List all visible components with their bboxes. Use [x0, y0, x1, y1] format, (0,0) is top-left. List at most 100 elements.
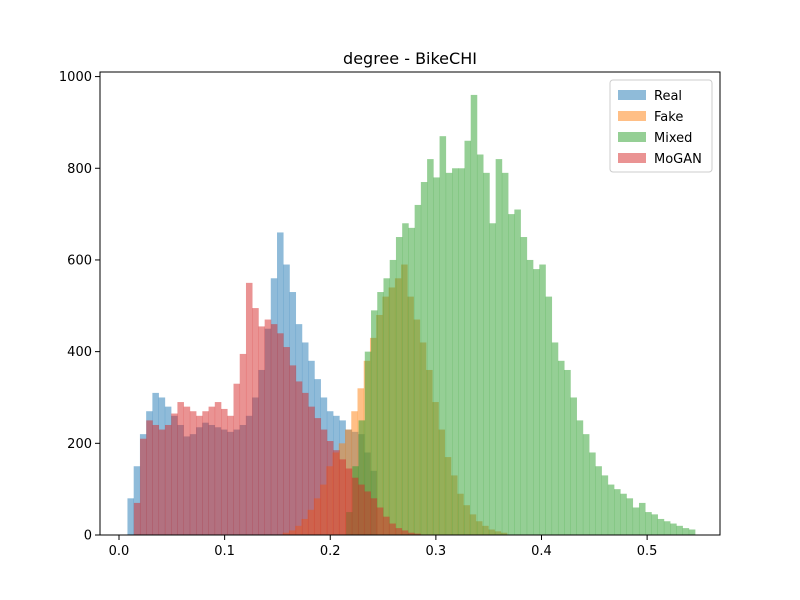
bar-mixed [439, 136, 447, 535]
bar-mogan [277, 333, 284, 535]
bar-mogan [389, 523, 396, 535]
bar-mogan [227, 415, 234, 535]
bar-mixed [427, 159, 434, 535]
bar-mogan [376, 507, 384, 535]
bar-mogan [239, 353, 247, 535]
bar-mixed [445, 172, 453, 535]
legend-box [609, 79, 713, 173]
bar-mogan [295, 381, 303, 535]
bar-mogan [320, 429, 328, 535]
bar-mixed [688, 529, 696, 535]
bar-mogan [339, 459, 346, 535]
bar-mixed [663, 521, 671, 535]
bar-mixed [458, 168, 465, 535]
legend-swatch [618, 132, 646, 142]
y-tick-label: 800 [67, 162, 92, 177]
plot-border [99, 71, 721, 536]
bar-mogan [345, 468, 353, 535]
bar-mogan [152, 424, 160, 535]
x-tick-label: 0.5 [637, 544, 658, 559]
chart-title: degree - BikeCHI [343, 49, 477, 68]
bar-mixed [670, 523, 677, 535]
bar-mogan [326, 441, 334, 535]
bar-mixed [632, 507, 640, 535]
x-tick-label: 0.1 [214, 544, 235, 559]
bar-mogan [258, 326, 265, 535]
legend-swatch [618, 153, 646, 163]
bar-mogan [270, 324, 278, 535]
bar-mogan [401, 530, 409, 535]
bar-mogan [164, 424, 172, 535]
bar-mogan [414, 533, 421, 535]
bar-mogan [196, 415, 203, 535]
bar-mixed [377, 292, 384, 535]
x-axis: 0.0 0.1 0.2 0.3 0.4 0.5 [109, 535, 658, 559]
x-tick-label: 0.4 [531, 544, 552, 559]
bar-mixed [371, 310, 378, 535]
bar-mixed [533, 269, 540, 535]
bar-mixed [651, 514, 658, 535]
bar-mogan [364, 491, 371, 535]
y-tick-label: 400 [67, 345, 92, 360]
legend-item-mogan: MoGAN [618, 152, 702, 167]
bar-mixed [452, 168, 459, 535]
bar-mogan [202, 411, 209, 535]
y-tick-label: 200 [67, 437, 92, 452]
bar-mogan [189, 411, 197, 535]
bar-real [127, 498, 134, 535]
bar-mixed [414, 204, 422, 535]
bar-mogan [407, 532, 415, 535]
bar-mixed [595, 466, 602, 535]
legend-item-fake: Fake [618, 110, 683, 125]
legend-label: Fake [654, 110, 683, 125]
bar-mixed [526, 259, 534, 535]
bar-mixed [464, 140, 472, 535]
bar-mixed [601, 475, 609, 535]
bar-mogan [351, 477, 359, 535]
bar-mogan [264, 319, 272, 535]
x-tick-label: 0.3 [426, 544, 447, 559]
bar-mixed [433, 177, 440, 535]
bar-mixed [564, 369, 571, 535]
histogram-bars [127, 94, 696, 536]
x-tick-label: 0.0 [109, 544, 130, 559]
x-tick-label: 0.2 [320, 544, 341, 559]
bar-mixed [520, 237, 528, 535]
bar-mogan [158, 429, 166, 535]
bar-mixed [545, 296, 553, 535]
bar-mogan [177, 402, 184, 535]
bar-mixed [514, 209, 521, 535]
bar-mixed [576, 420, 584, 535]
bar-mixed [470, 94, 478, 536]
legend-label: MoGAN [654, 152, 702, 167]
bar-mogan [140, 438, 147, 535]
bar-mogan [245, 282, 253, 535]
bar-mogan [146, 420, 153, 535]
bar-real [133, 466, 141, 535]
bar-mixed [676, 525, 683, 535]
bar-mixed [489, 223, 496, 535]
bar-mixed [408, 227, 415, 536]
y-tick-label: 1000 [59, 70, 92, 85]
bar-mixed [557, 360, 565, 535]
bar-mixed [358, 420, 366, 535]
bar-mogan [233, 383, 241, 535]
bar-mogan [333, 450, 340, 535]
bar-mixed [364, 351, 372, 535]
bar-mogan [289, 365, 297, 535]
bar-mixed [501, 172, 509, 535]
bar-mixed [508, 214, 515, 536]
bar-mixed [389, 259, 397, 535]
bar-mogan [171, 413, 178, 535]
bar-mogan [208, 406, 216, 535]
legend-label: Mixed [654, 131, 692, 146]
legend-label: Real [654, 89, 682, 104]
bar-mixed [551, 342, 559, 535]
legend-swatch [618, 111, 646, 121]
bar-mixed [402, 223, 409, 535]
bar-mogan [358, 484, 365, 535]
bar-mixed [657, 518, 665, 535]
bar-mixed [483, 172, 490, 535]
plot-frame [99, 71, 721, 536]
